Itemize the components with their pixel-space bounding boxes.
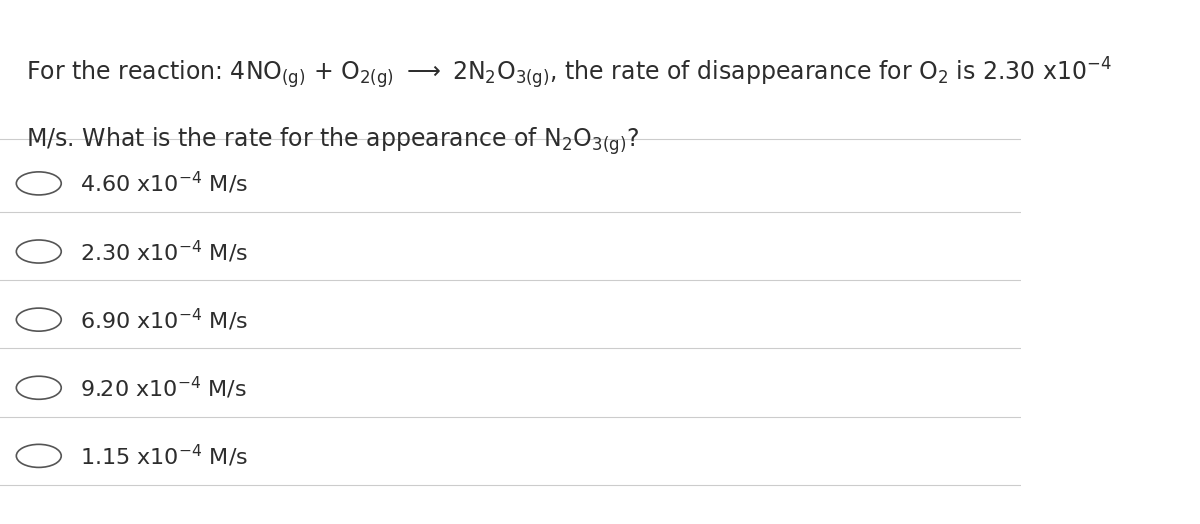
Text: For the reaction: $\mathregular{4NO_{(g)}}$ + $\mathregular{O_{2(g)}}$ $\longrig: For the reaction: $\mathregular{4NO_{(g)… [25, 55, 1111, 91]
Text: 2.30 x10$^{-4}$ M/s: 2.30 x10$^{-4}$ M/s [79, 238, 247, 265]
Text: 6.90 x10$^{-4}$ M/s: 6.90 x10$^{-4}$ M/s [79, 307, 247, 333]
Text: 4.60 x10$^{-4}$ M/s: 4.60 x10$^{-4}$ M/s [79, 170, 247, 196]
Text: 9.20 x10$^{-4}$ M/s: 9.20 x10$^{-4}$ M/s [79, 375, 246, 401]
Text: M/s. What is the rate for the appearance of $\mathregular{N_2O_{3(g)}}$?: M/s. What is the rate for the appearance… [25, 126, 638, 157]
Text: 1.15 x10$^{-4}$ M/s: 1.15 x10$^{-4}$ M/s [79, 443, 247, 469]
